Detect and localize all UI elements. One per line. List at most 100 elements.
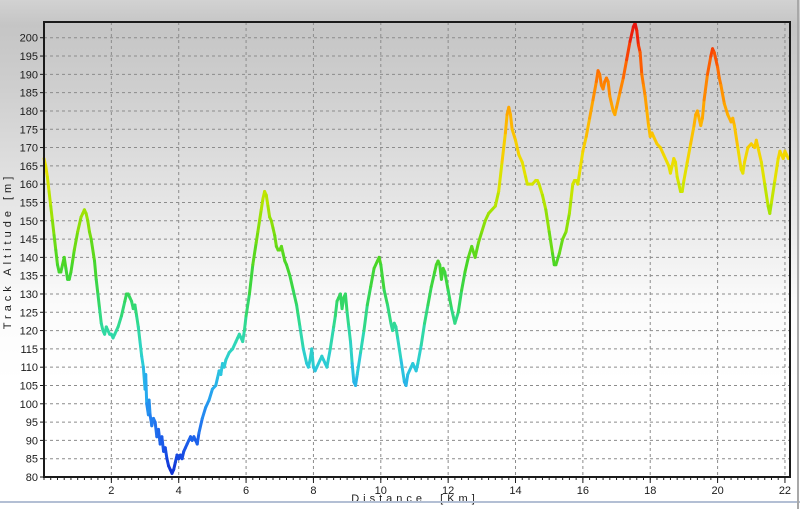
track-segment xyxy=(520,160,528,179)
track-segment xyxy=(576,171,582,186)
track-segment xyxy=(581,135,588,153)
track-segment xyxy=(588,98,595,120)
track-segment xyxy=(544,208,551,234)
track-segment xyxy=(251,241,258,267)
track-segment xyxy=(416,343,423,366)
track-segment xyxy=(62,255,68,270)
x-tick-label: 20 xyxy=(711,485,723,497)
track-segment xyxy=(365,285,373,307)
track-segment xyxy=(116,314,123,329)
track-segment xyxy=(295,303,300,318)
track-segment xyxy=(258,208,263,223)
track-segment xyxy=(768,200,773,215)
track-segment xyxy=(197,416,204,435)
track-segment xyxy=(705,54,713,76)
track-segment xyxy=(692,113,698,128)
track-segment xyxy=(540,193,548,212)
track-segment xyxy=(551,252,556,267)
track-segment xyxy=(49,204,54,223)
track-segment xyxy=(769,178,777,204)
track-segment xyxy=(244,292,251,318)
y-tick-label: 100 xyxy=(20,399,38,411)
x-tick-label: 16 xyxy=(577,485,589,497)
track-segment xyxy=(682,160,689,182)
track-segment xyxy=(301,347,309,366)
track-segment xyxy=(732,124,740,150)
track-segment xyxy=(340,296,346,311)
track-segment xyxy=(69,259,75,274)
y-tick-label: 130 xyxy=(20,289,38,301)
track-segment xyxy=(298,325,305,351)
track-segment xyxy=(547,230,555,256)
track-segment xyxy=(348,340,354,366)
track-segment xyxy=(133,303,139,318)
track-segment xyxy=(138,340,144,358)
track-segment xyxy=(98,307,103,325)
y-tick-label: 175 xyxy=(20,124,38,136)
track-segment xyxy=(419,321,427,347)
x-tick-label: 22 xyxy=(779,485,791,497)
track-segment xyxy=(429,270,437,289)
track-segment xyxy=(736,146,743,172)
track-segment xyxy=(266,204,272,219)
track-segment xyxy=(497,160,504,193)
y-tick-label: 190 xyxy=(20,69,38,81)
track-segment xyxy=(386,303,393,325)
track-segment xyxy=(404,373,410,387)
track-segment xyxy=(621,58,629,80)
track-segment xyxy=(719,83,726,106)
track-segment xyxy=(93,259,98,281)
track-segment xyxy=(743,146,750,164)
y-tick-label: 95 xyxy=(26,417,38,429)
track-segment xyxy=(259,197,265,212)
track-segment xyxy=(503,113,509,135)
y-tick-label: 170 xyxy=(20,143,38,155)
track-altitude-line xyxy=(42,21,790,475)
track-segment xyxy=(50,219,56,237)
track-segment xyxy=(52,233,58,252)
track-segment xyxy=(641,83,647,98)
track-segment xyxy=(476,230,484,245)
track-segment xyxy=(554,252,561,267)
track-segment xyxy=(456,288,464,314)
x-tick-label: 18 xyxy=(644,485,656,497)
track-segment xyxy=(247,263,255,296)
track-segment xyxy=(510,127,518,142)
track-segment xyxy=(54,248,59,267)
track-segment xyxy=(640,72,645,87)
track-segment xyxy=(712,50,720,69)
plot-frame xyxy=(43,21,791,478)
track-segment xyxy=(86,219,91,234)
track-segment xyxy=(700,98,706,120)
track-segment xyxy=(76,215,83,234)
track-segment xyxy=(44,164,49,179)
x-tick-label: 10 xyxy=(375,485,387,497)
track-segment xyxy=(584,116,592,139)
track-segment xyxy=(722,102,730,117)
track-segment xyxy=(396,336,403,362)
y-tick-label: 90 xyxy=(26,435,38,447)
track-segment xyxy=(628,25,635,43)
y-tick-label: 200 xyxy=(20,33,38,45)
track-segment xyxy=(567,197,573,215)
track-segment xyxy=(119,299,127,318)
track-segment xyxy=(333,299,339,318)
track-segment xyxy=(94,277,100,296)
y-tick-label: 105 xyxy=(20,380,38,392)
track-segment xyxy=(508,113,514,131)
track-segment xyxy=(96,292,102,311)
track-segment xyxy=(325,347,332,369)
track-segment xyxy=(71,248,76,263)
track-segment xyxy=(195,431,201,446)
track-segment xyxy=(399,358,406,384)
track-segment xyxy=(446,288,454,311)
track-segment xyxy=(741,160,747,175)
track-segment xyxy=(310,347,315,369)
track-segment xyxy=(345,310,351,329)
track-segment xyxy=(135,314,140,329)
track-segment xyxy=(140,354,145,369)
window-bottom-edge xyxy=(0,501,800,503)
track-segment xyxy=(350,362,356,384)
